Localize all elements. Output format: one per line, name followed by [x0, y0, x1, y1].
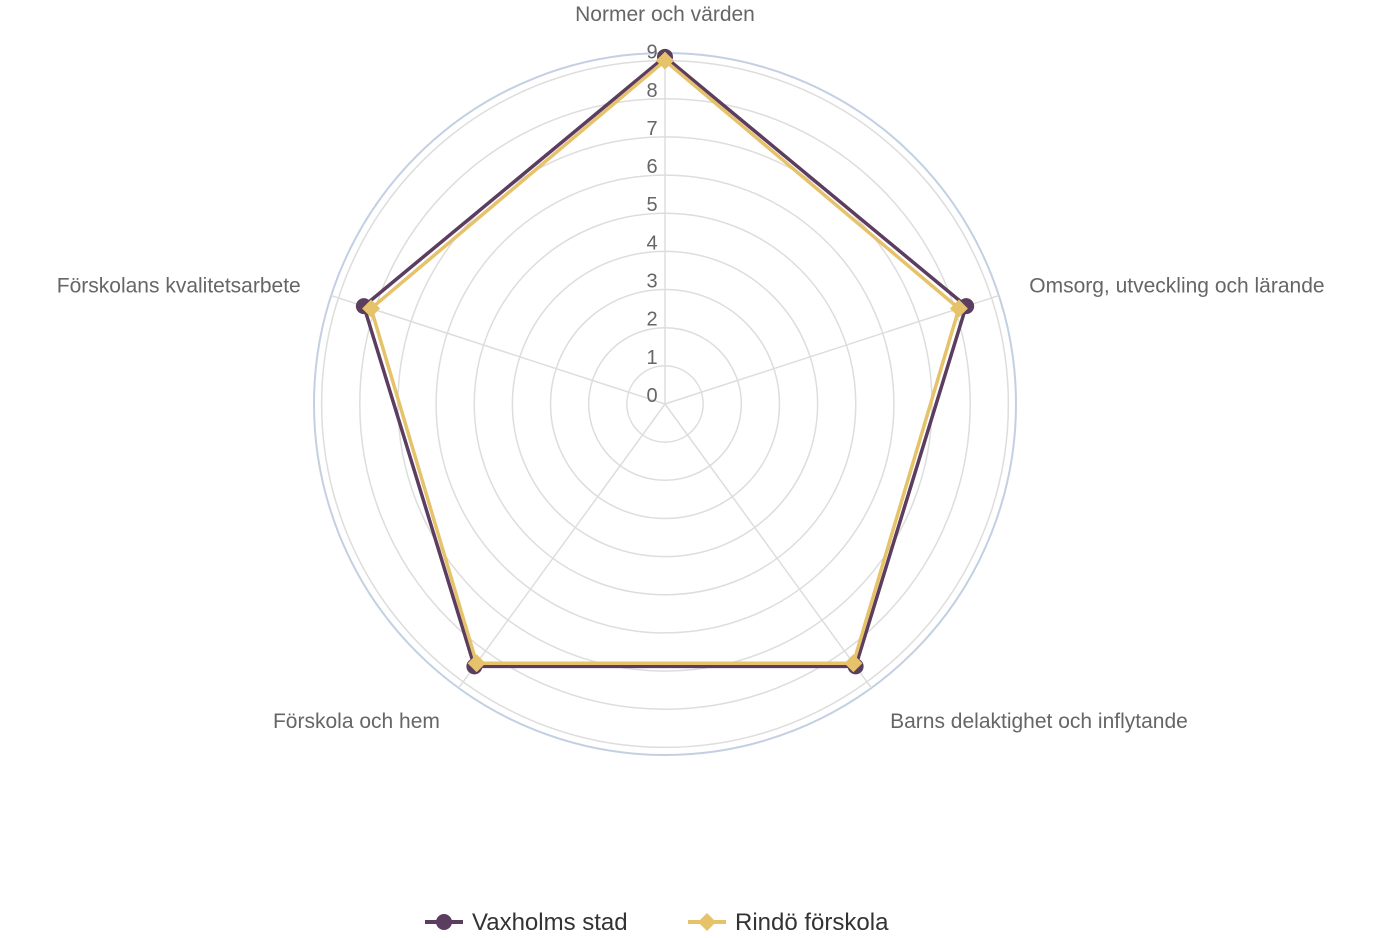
spoke-4	[330, 294, 666, 405]
tick-label: 0	[646, 385, 657, 407]
tick-label: 4	[646, 232, 657, 254]
axis-labels: Normer och värden Omsorg, utveckling och …	[57, 3, 1325, 733]
radial-ticks: 0 1 2 3 4 5 6 7 8 9	[646, 42, 657, 407]
series-line	[362, 55, 968, 669]
grid-layer	[313, 52, 1017, 756]
spoke-3	[458, 403, 666, 689]
tick-label: 8	[646, 80, 657, 102]
spoke-2	[664, 403, 872, 689]
series-line	[369, 58, 961, 666]
legend-label: Rindö förskola	[735, 909, 889, 936]
series-layer	[355, 48, 975, 675]
tick-label: 9	[646, 42, 657, 64]
legend[interactable]: Vaxholms stad Rindö förskola	[425, 909, 889, 936]
series-1	[362, 51, 968, 673]
data-point[interactable]	[467, 654, 486, 673]
tick-label: 7	[646, 118, 657, 140]
tick-label: 5	[646, 194, 657, 216]
tick-label: 3	[646, 271, 657, 293]
data-point[interactable]	[656, 51, 674, 70]
category-label: Förskolans kvalitetsarbete	[57, 275, 301, 298]
tick-label: 1	[646, 347, 657, 369]
spoke-1	[664, 294, 1000, 405]
legend-label: Vaxholms stad	[472, 909, 628, 936]
category-label: Förskola och hem	[273, 710, 440, 733]
data-point[interactable]	[362, 299, 381, 318]
data-point[interactable]	[844, 654, 863, 673]
tick-label: 6	[646, 156, 657, 178]
tick-label: 2	[646, 309, 657, 331]
category-label: Omsorg, utveckling och lärande	[1029, 275, 1324, 298]
legend-marker	[436, 914, 452, 930]
legend-marker	[698, 913, 716, 931]
category-label: Barns delaktighet och inflytande	[890, 710, 1188, 733]
legend-item-0[interactable]: Vaxholms stad	[425, 909, 628, 936]
data-point[interactable]	[949, 299, 968, 318]
category-label: Normer och värden	[575, 3, 755, 26]
legend-item-1[interactable]: Rindö förskola	[688, 909, 889, 936]
